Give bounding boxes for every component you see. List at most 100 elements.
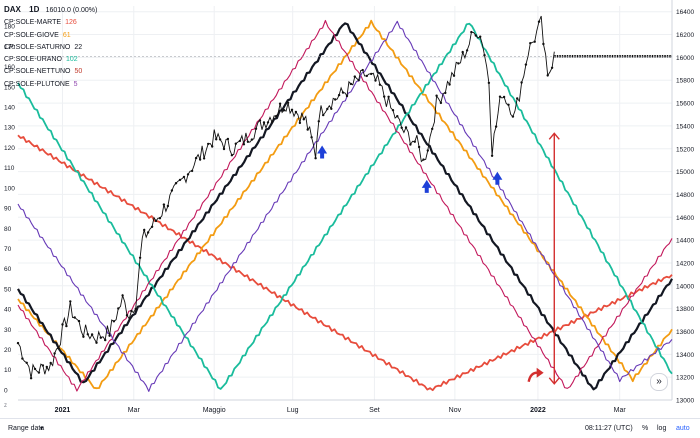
x-tick-label: Mar (614, 407, 627, 414)
price-point (162, 203, 166, 206)
price-point (246, 140, 250, 143)
blue-up-arrow (317, 145, 328, 159)
left-tick-label: 100 (4, 185, 15, 192)
price-point (242, 143, 246, 146)
x-tick-label: Maggio (203, 407, 226, 414)
right-axis: 13000 13200 13400 13600 13800 14000 14200 14400… (676, 9, 694, 404)
price-point (29, 377, 33, 380)
left-tick-label: 90 (4, 206, 12, 213)
price-point (222, 147, 226, 151)
price-point (33, 367, 37, 371)
right-tick-label: 15000 (676, 169, 694, 176)
price-point (483, 54, 486, 57)
price-point (138, 256, 142, 259)
price-point (520, 81, 523, 84)
price-point (238, 139, 242, 143)
price-point (41, 364, 45, 367)
price-point (90, 333, 94, 336)
timezone-icon[interactable]: z (4, 403, 7, 409)
legend-item-marte[interactable]: CP:SOLE-MARTE 126 (4, 19, 77, 27)
price-point (143, 228, 146, 232)
clock-time[interactable]: 08:11:27 (UTC) (585, 425, 633, 432)
right-tick-label: 13000 (676, 398, 694, 405)
price-point (234, 142, 237, 145)
right-tick-label: 13800 (676, 306, 694, 313)
price-point (186, 173, 190, 176)
price-point (341, 91, 345, 94)
legend-item-nettuno[interactable]: CP:SOLE-NETTUNO 50 (4, 68, 83, 76)
price-point (314, 157, 317, 160)
annotations (317, 132, 560, 385)
price-point (86, 333, 90, 336)
left-tick-label: 0 (4, 387, 8, 394)
x-tick-label: Mar (128, 407, 141, 414)
price-point (361, 68, 364, 72)
price-point (516, 97, 519, 100)
right-tick-label: 14600 (676, 215, 694, 222)
legend-item-giove[interactable]: CP:SOLE-GIOVE 61 (4, 31, 71, 39)
price-point (391, 109, 395, 112)
price-point (108, 334, 111, 337)
range-date-button[interactable]: Range data (8, 425, 45, 432)
price-point (182, 175, 186, 179)
cycle-line (17, 134, 673, 392)
scroll-to-realtime-button[interactable]: » (650, 373, 668, 391)
price-point (461, 50, 464, 54)
price-point (294, 110, 298, 114)
price-point (130, 309, 133, 313)
price-point (470, 30, 473, 34)
price-point (77, 319, 81, 323)
price-point (448, 83, 451, 86)
log-toggle[interactable]: log (657, 425, 667, 432)
right-tick-label: 13200 (676, 375, 694, 382)
auto-toggle[interactable]: auto (676, 425, 690, 432)
percent-toggle[interactable]: % (642, 425, 649, 432)
right-tick-label: 13400 (676, 352, 694, 359)
right-tick-label: 14800 (676, 192, 694, 199)
cycle-line (17, 22, 673, 391)
price-point (166, 204, 170, 208)
left-tick-label: 70 (4, 246, 12, 253)
left-tick-label: 80 (4, 226, 12, 233)
chevron-down-icon[interactable]: ▾ (40, 426, 44, 432)
price-point (298, 121, 302, 125)
left-axis: 0 10 20 30 40 50 60 70 80 90 100 110 120 130 140 150 160… (4, 24, 15, 395)
price-point (542, 42, 545, 46)
price-point (211, 145, 214, 148)
price-point (465, 49, 469, 52)
legend-item-plutone[interactable]: CP:SOLE-PLUTONE 5 (4, 80, 78, 88)
price-point (374, 79, 377, 82)
price-point (104, 338, 107, 342)
price-point (330, 107, 333, 111)
legend-item-saturno[interactable]: CP:SOLE-SATURNO 22 (4, 43, 83, 51)
price-point (154, 219, 158, 223)
price-point (95, 341, 98, 344)
price-point (533, 40, 536, 43)
right-tick-label: 14200 (676, 260, 694, 267)
bottom-toolbar: Range data ▾ 08:11:27 (UTC) % log auto (0, 418, 700, 438)
price-point (487, 81, 491, 85)
price-point (53, 352, 56, 355)
price-point (45, 365, 48, 369)
left-tick-label: 40 (4, 307, 12, 314)
price-point (218, 138, 222, 141)
price-point (254, 127, 258, 130)
price-point (282, 109, 286, 112)
price-point (99, 336, 103, 339)
price-point (73, 316, 76, 319)
price-point (278, 102, 282, 105)
x-tick-label: 2021 (55, 407, 71, 414)
legend-item-urano[interactable]: CP:SOLE-URANO 102 (4, 56, 78, 64)
price-point (409, 143, 412, 146)
price-point (439, 101, 443, 105)
price-point (125, 314, 129, 317)
price-point (326, 107, 329, 111)
price-point (121, 294, 124, 297)
price-point (270, 121, 274, 124)
price-point (82, 335, 85, 338)
price-point (37, 371, 41, 374)
right-tick-label: 15200 (676, 146, 694, 153)
price-point (426, 149, 429, 152)
price-point (302, 118, 305, 121)
cycle-line (17, 22, 673, 390)
